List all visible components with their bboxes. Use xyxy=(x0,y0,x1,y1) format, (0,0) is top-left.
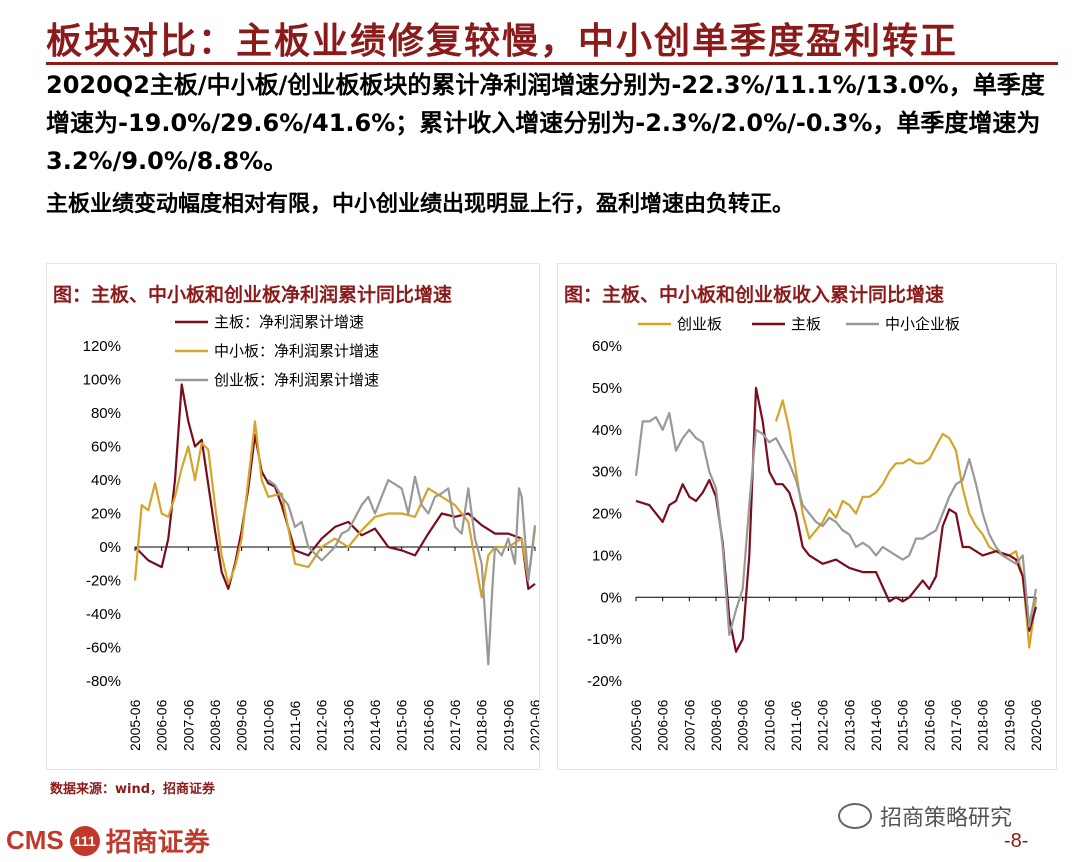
x-tick-label: 2010-06 xyxy=(761,699,777,751)
x-tick-label: 2011-06 xyxy=(788,700,804,751)
x-tick-label: 2018-06 xyxy=(474,699,490,751)
legend-label: 中小企业板 xyxy=(885,315,960,333)
y-tick-label: -80% xyxy=(86,673,121,690)
wechat-icon xyxy=(838,803,872,829)
x-tick-label: 2007-06 xyxy=(180,699,196,751)
series-line-0 xyxy=(774,399,1038,649)
logo-text-cn: 招商证券 xyxy=(105,827,210,857)
revenue-chart: 60% 50% 40% 30% 20% 10% 0% -10% -20% 2005-06 2006-… xyxy=(587,315,1044,751)
x-tick-label: 2008-06 xyxy=(708,699,724,751)
y-tick-label: 60% xyxy=(91,439,121,456)
company-logo: CMS 111 招商证券 xyxy=(6,822,210,859)
x-tick-label: 2009-06 xyxy=(234,699,250,751)
y-tick-label: 30% xyxy=(592,464,622,481)
y-tick-label: -40% xyxy=(86,606,121,623)
x-tick-label: 2012-06 xyxy=(815,699,831,751)
x-tick-label: 2019-06 xyxy=(1001,699,1017,751)
y-tick-label: 0% xyxy=(600,589,622,606)
legend-label: 创业板 xyxy=(677,315,722,333)
x-tick-label: 2009-06 xyxy=(735,699,751,751)
y-tick-label: -20% xyxy=(587,673,622,690)
y-tick-label: 10% xyxy=(592,547,622,564)
legend-label: 主板 xyxy=(791,315,821,333)
legend-label: 创业板：净利润累计增速 xyxy=(214,371,379,389)
x-tick-label: 2006-06 xyxy=(655,699,671,751)
data-source: 数据来源：wind，招商证券 xyxy=(50,782,216,797)
x-tick-label: 2015-06 xyxy=(394,699,410,751)
series-line-1 xyxy=(133,420,537,599)
x-tick-label: 2014-06 xyxy=(868,699,884,751)
y-tick-label: 100% xyxy=(83,372,121,389)
y-tick-label: 60% xyxy=(592,338,622,355)
y-tick-label: 40% xyxy=(91,472,121,489)
x-tick-label: 2008-06 xyxy=(207,699,223,751)
x-tick-label: 2006-06 xyxy=(154,699,170,751)
y-tick-label: -60% xyxy=(86,640,121,657)
legend-label: 主板：净利润累计增速 xyxy=(214,313,364,331)
series-line-2 xyxy=(634,411,1038,636)
x-tick-label: 2016-06 xyxy=(420,699,436,751)
x-tick-label: 2005-06 xyxy=(628,699,644,751)
y-tick-label: 0% xyxy=(99,539,121,556)
x-tick-label: 2020-06 xyxy=(527,699,539,751)
conclusion-paragraph: 主板业绩变动幅度相对有限，中小创业绩出现明显上行，盈利增速由负转正。 xyxy=(46,192,795,217)
legend-label: 中小板：净利润累计增速 xyxy=(214,342,379,360)
x-tick-label: 2014-06 xyxy=(367,699,383,751)
x-tick-label: 2019-06 xyxy=(500,699,516,751)
x-tick-label: 2010-06 xyxy=(260,699,276,751)
title-divider xyxy=(46,62,1058,65)
wechat-watermark: 招商策略研究 xyxy=(838,800,1012,832)
net-profit-chart: 120% 100% 80% 60% 40% 20% 0% -20% -40% -60% -80% 20… xyxy=(83,313,539,751)
x-tick-label: 2013-06 xyxy=(841,699,857,751)
x-tick-label: 2016-06 xyxy=(921,699,937,751)
chart-panel-net-profit: 图：主板、中小板和创业板净利润累计同比增速 120% 100% 80% 60% 40% 2… xyxy=(46,263,540,770)
x-tick-label: 2011-06 xyxy=(287,700,303,751)
logo-badge-icon: 111 xyxy=(69,825,100,856)
series-line-1 xyxy=(635,386,1038,653)
watermark-text: 招商策略研究 xyxy=(880,806,1013,831)
summary-paragraph: 2020Q2主板/中小板/创业板板块的累计净利润增速分别为-22.3%/11.1… xyxy=(46,71,1045,175)
y-tick-label: 40% xyxy=(592,422,622,439)
y-tick-label: 20% xyxy=(91,506,121,523)
x-tick-label: 2018-06 xyxy=(975,699,991,751)
y-tick-label: -10% xyxy=(587,631,622,648)
x-tick-label: 2005-06 xyxy=(127,699,143,751)
y-tick-label: 120% xyxy=(83,338,121,355)
x-tick-label: 2020-06 xyxy=(1028,699,1044,751)
y-tick-label: 50% xyxy=(592,380,622,397)
y-tick-label: -20% xyxy=(86,573,121,590)
page-title: 板块对比：主板业绩修复较慢，中小创单季度盈利转正 xyxy=(46,21,959,62)
x-tick-label: 2007-06 xyxy=(681,699,697,751)
chart-title-net-profit: 图：主板、中小板和创业板净利润累计同比增速 xyxy=(53,284,453,306)
x-tick-label: 2015-06 xyxy=(895,699,911,751)
chart-title-revenue: 图：主板、中小板和创业板收入累计同比增速 xyxy=(564,284,945,306)
x-tick-label: 2012-06 xyxy=(314,699,330,751)
logo-text-en: CMS xyxy=(6,825,64,855)
x-tick-label: 2013-06 xyxy=(340,699,356,751)
y-tick-label: 20% xyxy=(592,506,622,523)
x-tick-label: 2017-06 xyxy=(948,699,964,751)
series-line-2 xyxy=(267,475,537,666)
chart-panel-revenue: 图：主板、中小板和创业板收入累计同比增速 60% 50% 40% 30% 20% 10% 0… xyxy=(557,263,1057,770)
x-tick-label: 2017-06 xyxy=(447,699,463,751)
page-number: -8- xyxy=(1004,830,1029,852)
y-tick-label: 80% xyxy=(91,405,121,422)
